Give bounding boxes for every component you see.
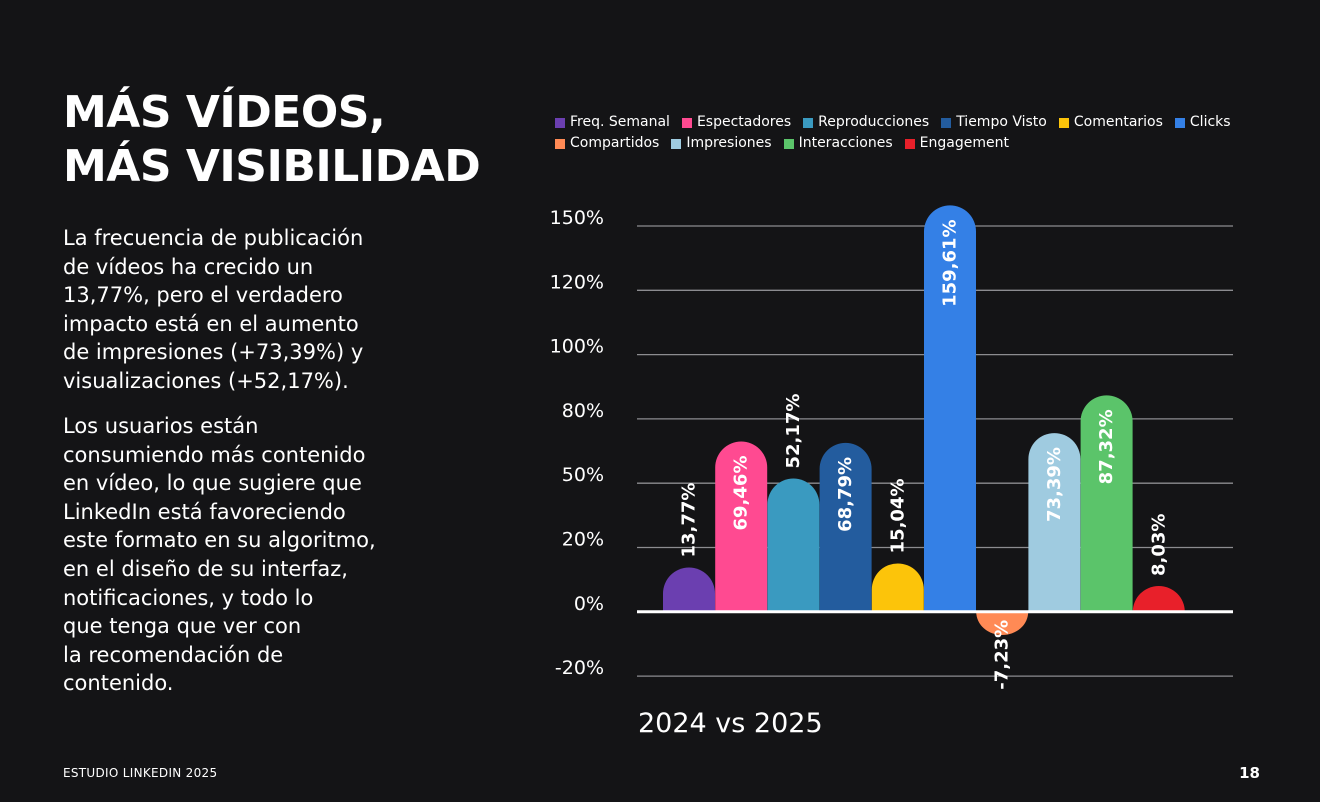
paragraph-line: contenido. <box>63 671 174 696</box>
legend-swatch <box>1058 117 1069 128</box>
data-label: 69,46% <box>731 455 752 530</box>
data-label: 68,79% <box>835 457 856 532</box>
paragraph-line: impacto está en el aumento <box>63 311 359 336</box>
legend-item: Clicks <box>1174 112 1231 133</box>
paragraph-line: 13,77%, pero el verdadero <box>63 283 343 308</box>
bar <box>663 567 715 612</box>
y-tick-label: 20% <box>562 529 604 551</box>
legend-label: Reproducciones <box>818 114 930 130</box>
paragraph-line: La frecuencia de publicación <box>63 226 364 250</box>
chart-legend: Freq. Semanal Espectadores Reproducciones T… <box>555 112 1275 154</box>
legend-row: Freq. Semanal Espectadores Reproducciones T… <box>555 112 1275 133</box>
legend-label: Tiempo Visto <box>956 114 1047 130</box>
bar <box>976 611 1029 636</box>
detail-paragraph: Los usuarios están consumiendo más conte… <box>63 412 403 698</box>
data-label: 13,77% <box>679 483 700 558</box>
paragraph-line: de vídeos ha crecido un <box>63 254 314 279</box>
legend-label: Comentarios <box>1073 114 1163 130</box>
paragraph-line: visualizaciones (+52,17%). <box>63 368 349 393</box>
legend-label: Espectadores <box>696 114 792 130</box>
data-label: 15,04% <box>887 478 908 553</box>
data-label: 73,39% <box>1044 447 1065 522</box>
legend-swatch <box>1174 117 1185 128</box>
page-number: 18 <box>1239 764 1260 782</box>
y-tick-label: 0% <box>574 593 604 615</box>
legend-row: Compartidos Impresiones Interacciones Engag… <box>555 133 1275 154</box>
bar <box>767 478 820 612</box>
footer-study-label: ESTUDIO LINKEDIN 2025 <box>63 766 218 780</box>
bar <box>1132 585 1185 612</box>
paragraph-line: la recomendación de <box>63 642 284 667</box>
legend-swatch <box>681 117 692 128</box>
y-tick-label: -20% <box>555 657 604 679</box>
intro-paragraph: La frecuencia de publicación de vídeos h… <box>63 224 403 396</box>
legend-item: Impresiones <box>671 133 772 154</box>
paragraph-line: notificaciones, y todo lo <box>63 585 314 610</box>
paragraph-line: LinkedIn está favoreciendo <box>63 499 346 524</box>
legend-swatch <box>555 117 565 128</box>
bar <box>924 205 976 612</box>
data-label: 87,32% <box>1096 409 1117 484</box>
title-line: MÁS VISIBILIDAD <box>63 141 481 192</box>
legend-swatch <box>783 138 794 149</box>
legend-item: Espectadores <box>681 112 792 133</box>
paragraph-line: de impresiones (+73,39%) y <box>63 340 364 365</box>
y-tick-label: 120% <box>550 271 604 293</box>
legend-item: Comentarios <box>1058 112 1163 133</box>
bar <box>1028 433 1081 612</box>
legend-swatch <box>941 117 952 128</box>
x-axis-label: 2024 vs 2025 <box>638 708 823 739</box>
legend-item: Tiempo Visto <box>941 112 1047 133</box>
legend-label: Engagement <box>919 135 1009 151</box>
bar <box>715 441 768 612</box>
bar <box>1080 395 1133 612</box>
data-label: -7,23% <box>992 620 1013 690</box>
legend-item: Reproducciones <box>803 112 929 133</box>
data-label: 52,17% <box>783 394 804 469</box>
paragraph-line: Los usuarios están <box>63 414 259 438</box>
paragraph-line: en vídeo, lo que sugiere que <box>63 471 362 496</box>
data-label: 159,61% <box>940 219 961 307</box>
data-label: 8,03% <box>1148 514 1169 576</box>
paragraph-line: que tenga que ver con <box>63 614 302 639</box>
legend-swatch <box>904 138 915 149</box>
legend-swatch <box>555 138 565 149</box>
legend-label: Compartidos <box>570 135 660 151</box>
legend-label: Freq. Semanal <box>570 114 670 130</box>
legend-swatch <box>803 117 814 128</box>
legend-label: Clicks <box>1189 114 1231 130</box>
legend-item: Engagement <box>904 133 1009 154</box>
bar <box>871 563 924 612</box>
legend-item: Compartidos <box>555 133 659 154</box>
y-tick-label: 50% <box>562 464 604 486</box>
legend-item: Freq. Semanal <box>555 112 670 133</box>
paragraph-line: en el diseño de su interfaz, <box>63 556 348 581</box>
title-line: MÁS VÍDEOS, <box>63 87 386 138</box>
bar <box>819 442 872 612</box>
paragraph-line: este formato en su algoritmo, <box>63 528 376 553</box>
legend-label: Impresiones <box>686 135 772 151</box>
paragraph-line: consumiendo más contenido <box>63 442 366 467</box>
y-tick-label: 100% <box>550 336 604 358</box>
legend-swatch <box>671 138 682 149</box>
y-tick-label: 80% <box>562 400 604 422</box>
y-tick-label: 150% <box>550 207 604 229</box>
legend-label: Interacciones <box>798 135 893 151</box>
legend-item: Interacciones <box>783 133 893 154</box>
page-title: MÁS VÍDEOS, MÁS VISIBILIDAD <box>63 86 481 194</box>
